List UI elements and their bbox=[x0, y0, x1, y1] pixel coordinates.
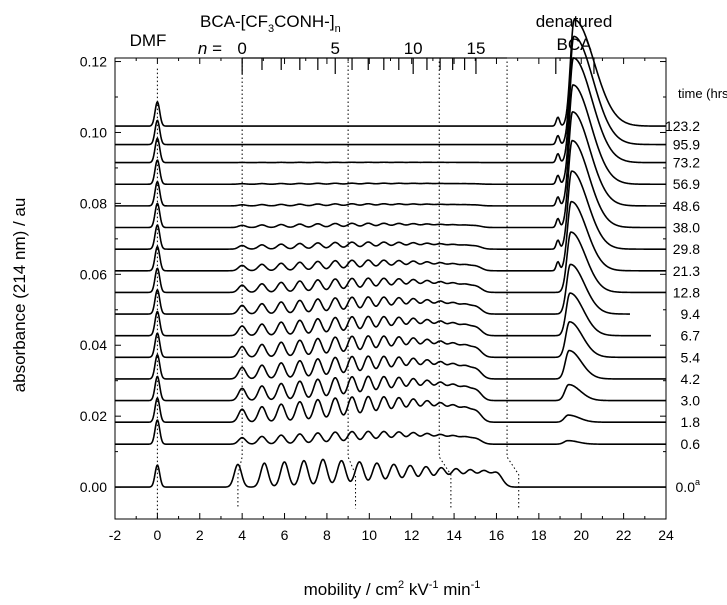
denatured-bracket bbox=[555, 57, 595, 74]
ladder-bracket bbox=[241, 57, 508, 74]
n-value-label: 0 bbox=[237, 39, 246, 58]
trace-line bbox=[115, 458, 666, 488]
time-label: 73.2 bbox=[673, 155, 700, 171]
time-label: 0.0a bbox=[676, 477, 700, 495]
x-tick-label: 24 bbox=[658, 527, 674, 543]
trace-line bbox=[115, 395, 666, 423]
y-tick-label: 0.12 bbox=[80, 54, 107, 70]
denatured-label-line2: BCA bbox=[557, 35, 593, 54]
trace-line bbox=[115, 170, 666, 250]
time-label: 9.4 bbox=[681, 306, 701, 322]
x-tick-label: 20 bbox=[573, 527, 589, 543]
trace-line bbox=[115, 292, 651, 337]
x-tick-label: 10 bbox=[362, 527, 378, 543]
y-tick-label: 0.06 bbox=[80, 266, 107, 282]
y-axis-label: absorbance (214 nm) / au bbox=[10, 198, 29, 393]
reference-lines bbox=[156, 61, 520, 519]
n-value-label: 15 bbox=[466, 39, 485, 58]
ladder-reference-line bbox=[506, 61, 520, 509]
time-label: 6.7 bbox=[681, 328, 701, 344]
time-label: 38.0 bbox=[673, 220, 700, 236]
x-tick-label: 2 bbox=[196, 527, 204, 543]
x-tick-label: 16 bbox=[489, 527, 505, 543]
denatured-bracket-line bbox=[555, 57, 595, 74]
trace-line bbox=[115, 349, 666, 380]
trace-line bbox=[115, 18, 666, 127]
trace-line bbox=[115, 139, 666, 229]
trace-line bbox=[115, 263, 630, 315]
denatured-label-line1: denatured bbox=[536, 12, 613, 31]
time-label: 95.9 bbox=[673, 137, 700, 153]
y-tick-label: 0.00 bbox=[80, 479, 107, 495]
x-tick-label: 4 bbox=[238, 527, 246, 543]
n-value-label: 5 bbox=[331, 39, 340, 58]
x-tick-label: 22 bbox=[616, 527, 632, 543]
n-value-labels: 0 5 10 15 bbox=[237, 39, 485, 58]
time-label: 4.2 bbox=[681, 371, 701, 387]
trace-line bbox=[115, 321, 666, 359]
n-value-label: 10 bbox=[404, 39, 423, 58]
time-label: 29.8 bbox=[673, 241, 700, 257]
traces bbox=[115, 18, 666, 488]
x-tick-label: 14 bbox=[446, 527, 462, 543]
trace-line bbox=[115, 35, 666, 146]
y-tick-label: 0.10 bbox=[80, 124, 107, 140]
trace-line bbox=[115, 200, 666, 272]
x-tick-label: 0 bbox=[153, 527, 161, 543]
time-label-superscript: a bbox=[695, 477, 700, 487]
x-tick-label: 8 bbox=[323, 527, 331, 543]
x-axis: -2 0 2 4 6 8 10 12 14 16 18 20 22 24 bbox=[109, 58, 674, 543]
trace-line bbox=[115, 57, 666, 164]
time-label: 5.4 bbox=[681, 349, 701, 365]
trace-line bbox=[115, 111, 666, 207]
time-label: 3.0 bbox=[681, 393, 701, 409]
n-equals-label: n = bbox=[198, 39, 222, 58]
y-axis: 0.00 0.02 0.04 0.06 0.08 0.10 0.12 bbox=[80, 54, 666, 495]
bca-ladder-label: BCA-[CF3CONH-]n bbox=[200, 12, 341, 35]
time-label: 0.6 bbox=[681, 436, 701, 452]
y-tick-label: 0.02 bbox=[80, 408, 107, 424]
time-label: 48.6 bbox=[673, 198, 700, 214]
time-labels: 0.0a 0.6 1.8 3.0 4.2 5.4 6.7 9.4 12.8 21.3 29.8 38.… bbox=[665, 118, 700, 495]
time-label: 12.8 bbox=[673, 284, 700, 300]
x-tick-label: 18 bbox=[531, 527, 547, 543]
y-tick-label: 0.08 bbox=[80, 195, 107, 211]
ladder-reference-line bbox=[347, 61, 357, 509]
trace-line bbox=[115, 231, 666, 294]
time-header: time (hrs) bbox=[678, 86, 727, 101]
x-tick-label: 6 bbox=[281, 527, 289, 543]
y-tick-label: 0.04 bbox=[80, 337, 107, 353]
time-label: 21.3 bbox=[673, 263, 700, 279]
time-label: 123.2 bbox=[665, 118, 700, 134]
ladder-reference-line bbox=[438, 61, 452, 509]
dmf-label: DMF bbox=[130, 31, 167, 50]
trace-line bbox=[115, 419, 666, 445]
x-tick-label: -2 bbox=[109, 527, 122, 543]
trace-line bbox=[115, 375, 666, 402]
trace-line bbox=[115, 84, 666, 186]
time-label: 1.8 bbox=[681, 414, 701, 430]
time-label: 56.9 bbox=[673, 176, 700, 192]
x-axis-label: mobility / cm2 kV-1 min-1 bbox=[304, 579, 481, 599]
x-tick-label: 12 bbox=[404, 527, 420, 543]
ladder-reference-line bbox=[237, 61, 243, 509]
